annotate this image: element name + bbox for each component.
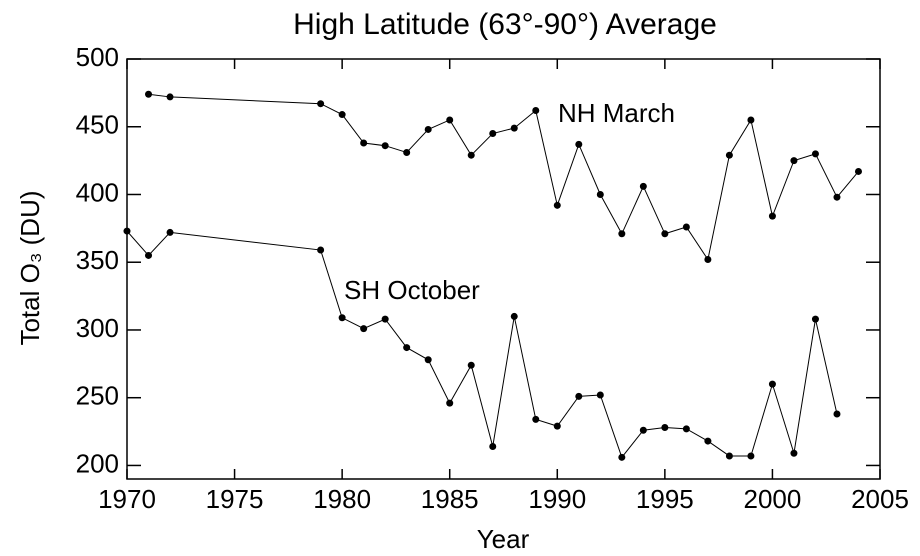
data-point	[833, 410, 841, 418]
data-point	[317, 246, 325, 254]
data-point	[682, 425, 690, 433]
y-tick-label: 450	[76, 110, 119, 140]
data-point	[811, 315, 819, 323]
data-point	[145, 251, 153, 259]
x-tick-label: 1970	[98, 484, 156, 514]
y-tick-label: 250	[76, 381, 119, 411]
plot-frame	[126, 58, 881, 480]
data-point	[446, 116, 454, 124]
data-point	[575, 392, 583, 400]
data-point	[618, 230, 626, 238]
x-tick-label: 1985	[421, 484, 479, 514]
data-point	[338, 111, 346, 119]
data-point	[467, 361, 475, 369]
x-tick-label: 1975	[206, 484, 264, 514]
y-tick-label: 350	[76, 245, 119, 275]
data-point	[639, 182, 647, 190]
x-axis-label: Year	[477, 524, 530, 554]
data-point	[381, 315, 389, 323]
data-point	[618, 453, 626, 461]
data-point	[317, 100, 325, 108]
y-tick-label: 200	[76, 448, 119, 478]
data-point	[682, 223, 690, 231]
data-point	[510, 124, 518, 132]
data-point	[489, 442, 497, 450]
data-point	[661, 424, 669, 432]
data-point	[403, 148, 411, 156]
data-point	[747, 116, 755, 124]
data-point	[532, 415, 540, 423]
data-point	[166, 93, 174, 101]
x-tick-label: 1990	[528, 484, 586, 514]
data-point	[360, 139, 368, 147]
data-point	[145, 90, 153, 98]
data-point	[553, 422, 561, 430]
data-point	[704, 256, 712, 264]
data-point	[553, 201, 561, 209]
x-tick-label: 1980	[313, 484, 371, 514]
data-point	[596, 190, 604, 198]
data-point	[768, 380, 776, 388]
data-point	[833, 193, 841, 201]
data-point	[768, 212, 776, 220]
data-point	[747, 452, 755, 460]
data-point	[360, 325, 368, 333]
data-point	[661, 230, 669, 238]
data-point	[596, 391, 604, 399]
data-point	[575, 140, 583, 148]
data-point	[811, 150, 819, 158]
data-point	[704, 437, 712, 445]
series-label: SH October	[344, 275, 480, 305]
chart-title: High Latitude (63°-90°) Average	[293, 8, 717, 41]
data-point	[424, 125, 432, 133]
data-point	[725, 151, 733, 159]
data-point	[467, 151, 475, 159]
y-tick-label: 500	[76, 42, 119, 72]
x-tick-label: 1995	[636, 484, 694, 514]
data-point	[338, 314, 346, 322]
series-line	[148, 93, 859, 261]
x-tick-label: 2005	[851, 484, 909, 514]
data-point	[510, 312, 518, 320]
y-tick-label: 400	[76, 177, 119, 207]
y-axis-label: Total O₃ (DU)	[15, 190, 45, 345]
y-tick-label: 300	[76, 313, 119, 343]
data-point	[854, 167, 862, 175]
data-point	[446, 399, 454, 407]
data-point	[790, 157, 798, 165]
data-point	[403, 344, 411, 352]
series-line	[126, 230, 838, 459]
data-point	[532, 106, 540, 114]
data-point	[639, 426, 647, 434]
data-point	[123, 227, 131, 235]
data-point	[424, 356, 432, 364]
data-point	[381, 142, 389, 150]
x-tick-label: 2000	[744, 484, 802, 514]
data-point	[166, 228, 174, 236]
data-point	[790, 449, 798, 457]
data-point	[725, 452, 733, 460]
data-point	[489, 130, 497, 138]
series-label: NH March	[558, 98, 675, 128]
